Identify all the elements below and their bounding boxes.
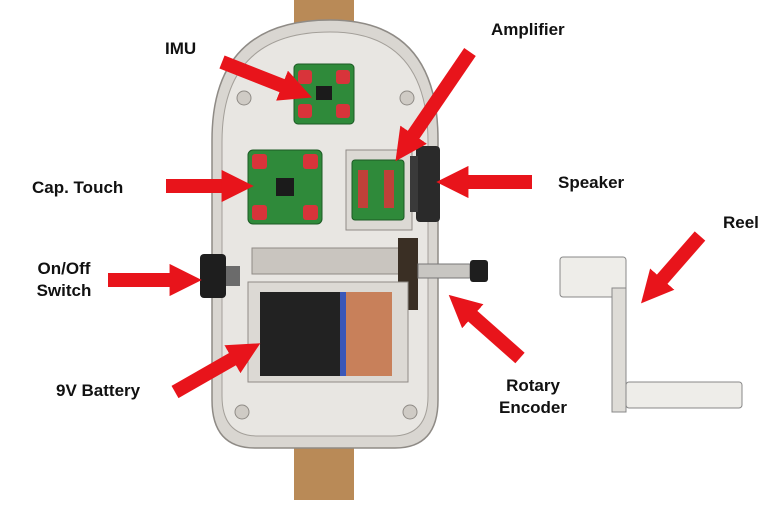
amplifier-board [351,159,405,221]
label-onoff-line2: Switch [36,281,92,300]
label-onoff-line1: On/Off [37,259,91,278]
label-imu: IMU [165,39,197,58]
label-reel: Reel [723,213,759,232]
mount-hole [402,404,418,420]
mount-hole [236,90,252,106]
red-arrow-icon [395,48,476,162]
arrows [108,48,706,399]
mount-hole [399,90,415,106]
battery-blue-stripe [340,292,346,376]
red-arrow-icon [219,55,312,101]
encoder-knob [470,260,488,282]
wood-dowel-bottom [294,445,354,500]
switch-lever [226,266,240,286]
label-battery: 9V Battery [56,381,141,400]
encoder-shaft [417,263,471,279]
battery-black [260,292,340,376]
label-rotary-line1: Rotary [506,376,560,395]
red-arrow-icon [171,343,261,399]
speaker-rim [410,156,418,212]
label-rotary-line2: Encoder [498,398,568,417]
label-amplifier: Amplifier [491,20,565,39]
label-rotary-encoder: Rotary Encoder [488,375,578,419]
label-cap-touch: Cap. Touch [32,178,124,197]
label-speaker: Speaker [558,173,625,192]
reel [559,256,743,413]
speaker [416,146,440,222]
red-arrow-icon [641,231,706,304]
battery-copper [346,292,392,376]
red-arrow-icon [448,294,525,364]
mount-hole [234,404,250,420]
onoff-switch [200,254,226,298]
mount-bar [251,247,403,275]
cap-touch-board [247,149,323,225]
label-onoff-switch: On/Off Switch [30,258,98,302]
imu-board [293,63,355,125]
